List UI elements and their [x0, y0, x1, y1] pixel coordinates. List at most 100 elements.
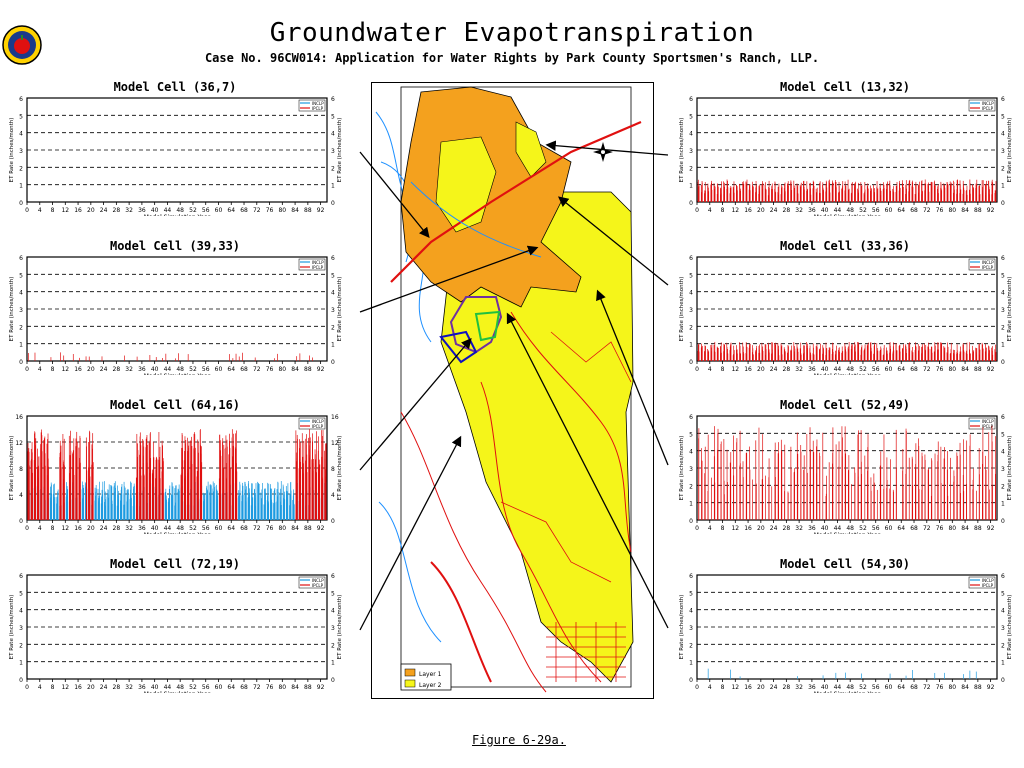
y-tick-label-right: 4 — [331, 290, 335, 297]
y-axis-label: ET Rate (inches/month) — [9, 436, 15, 501]
x-tick-label: 24 — [770, 366, 778, 373]
x-tick-label: 44 — [834, 366, 842, 373]
y-tick-label-right: 2 — [1001, 642, 1005, 649]
x-tick-label: 68 — [910, 207, 918, 214]
y-tick-label: 3 — [19, 625, 23, 632]
y-axis-label: ET Rate (inches/month) — [9, 595, 15, 660]
x-tick-label: 84 — [961, 207, 969, 214]
legend-label: IPCLP — [982, 424, 994, 429]
x-tick-label: 52 — [189, 366, 197, 373]
x-tick-label: 12 — [61, 684, 69, 691]
y-tick-label-right: 4 — [331, 131, 335, 138]
chart-title: Model Cell (13,32) — [779, 80, 911, 94]
x-tick-label: 56 — [872, 525, 880, 532]
x-tick-label: 16 — [74, 684, 82, 691]
study-area-map: Layer 1 Layer 2 — [370, 81, 655, 700]
y-tick-label: 2 — [689, 642, 693, 649]
chart-panel-8: Model Cell (54,30) 0 0 1 1 2 2 3 3 4 4 5 5 6 6 0 4 8 12 16… — [675, 557, 1015, 693]
y-axis-label-right: ET Rate (inches/month) — [1007, 118, 1013, 183]
chart-title: Model Cell (54,30) — [779, 557, 911, 571]
y-tick-label-right: 1 — [331, 342, 335, 349]
et-chart: 0 01 12 23 34 45 56 60 4 8 12 16 20 24 28 32 36 40 44 48 52 5… — [9, 573, 343, 693]
x-tick-label: 36 — [138, 684, 146, 691]
y-tick-label-right: 4 — [331, 608, 335, 615]
x-tick-label: 24 — [100, 207, 108, 214]
x-tick-label: 68 — [240, 684, 248, 691]
y-tick-label: 6 — [19, 96, 23, 103]
y-tick-label-right: 3 — [331, 307, 335, 314]
x-tick-label: 56 — [872, 366, 880, 373]
figure-caption: Figure 6-29a. — [472, 733, 566, 747]
x-tick-label: 92 — [987, 525, 995, 532]
y-tick-label: 2 — [19, 165, 23, 172]
x-tick-label: 80 — [278, 207, 286, 214]
x-tick-label: 12 — [61, 525, 69, 532]
et-chart: 0 01 12 23 34 45 56 60 4 8 12 16 20 24 28 32 36 40 44 48 52 5… — [679, 96, 1013, 216]
y-tick-label: 0 — [689, 200, 693, 207]
x-tick-label: 64 — [227, 525, 235, 532]
y-tick-label: 5 — [19, 590, 23, 597]
legend-label: INCLP — [312, 260, 324, 265]
map-legend-label: Layer 2 — [419, 682, 442, 689]
x-tick-label: 44 — [834, 207, 842, 214]
y-tick-label: 5 — [19, 113, 23, 120]
y-tick-label: 5 — [19, 272, 23, 279]
x-tick-label: 4 — [38, 207, 42, 214]
y-axis-label: ET Rate (inches/month) — [679, 595, 685, 660]
x-tick-label: 76 — [266, 525, 274, 532]
y-tick-label-right: 6 — [331, 96, 335, 103]
x-tick-label: 72 — [253, 207, 261, 214]
x-tick-label: 72 — [253, 525, 261, 532]
y-tick-label-right: 4 — [1001, 449, 1005, 456]
x-tick-label: 84 — [961, 684, 969, 691]
y-axis-label-right: ET Rate (inches/month) — [337, 595, 343, 660]
et-chart: 0 01 12 23 34 45 56 60 4 8 12 16 20 24 28 32 36 40 44 48 52 5… — [9, 96, 343, 216]
x-tick-label: 40 — [151, 366, 159, 373]
x-tick-label: 0 — [25, 684, 29, 691]
y-tick-label: 6 — [19, 255, 23, 262]
x-tick-label: 64 — [227, 366, 235, 373]
y-tick-label: 0 — [689, 677, 693, 684]
x-tick-label: 32 — [795, 207, 803, 214]
y-tick-label-right: 1 — [1001, 660, 1005, 667]
x-tick-label: 72 — [923, 525, 931, 532]
x-tick-label: 0 — [25, 366, 29, 373]
y-tick-label-right: 6 — [331, 573, 335, 580]
chart-panel-2: Model Cell (13,32) 0 0 1 1 2 2 3 3 4 4 5 5 6 6 0 4 8 12 16… — [675, 80, 1015, 216]
x-tick-label: 4 — [38, 684, 42, 691]
x-tick-label: 24 — [770, 525, 778, 532]
x-tick-label: 48 — [846, 525, 854, 532]
x-tick-label: 40 — [821, 684, 829, 691]
legend-label: IPCLP — [982, 106, 994, 111]
x-tick-label: 56 — [202, 684, 210, 691]
x-tick-label: 32 — [125, 366, 133, 373]
x-tick-label: 4 — [38, 525, 42, 532]
x-tick-label: 48 — [176, 207, 184, 214]
et-chart: 0 01 12 23 34 45 56 60 4 8 12 16 20 24 28 32 36 40 44 48 52 5… — [679, 573, 1013, 693]
x-tick-label: 88 — [304, 366, 312, 373]
legend-label: IPCLP — [312, 106, 324, 111]
layer2-region — [440, 191, 634, 683]
x-tick-label: 12 — [731, 684, 739, 691]
x-tick-label: 56 — [202, 366, 210, 373]
y-tick-label: 2 — [19, 324, 23, 331]
y-tick-label-right: 6 — [1001, 96, 1005, 103]
x-tick-label: 56 — [202, 525, 210, 532]
x-tick-label: 60 — [885, 366, 893, 373]
y-tick-label: 3 — [19, 307, 23, 314]
y-tick-label-right: 4 — [331, 492, 335, 499]
x-tick-label: 4 — [708, 525, 712, 532]
y-tick-label: 1 — [689, 342, 693, 349]
x-tick-label: 20 — [757, 525, 765, 532]
legend-label: IPCLP — [312, 583, 324, 588]
y-tick-label-right: 2 — [1001, 483, 1005, 490]
x-tick-label: 36 — [138, 207, 146, 214]
y-tick-label: 4 — [19, 290, 23, 297]
et-chart: 0 01 12 23 34 45 56 60 4 8 12 16 20 24 28 32 36 40 44 48 52 5… — [679, 414, 1013, 534]
x-axis-label: Model Simulation Year — [814, 214, 881, 216]
legend-label: INCLP — [982, 419, 994, 424]
x-tick-label: 24 — [770, 207, 778, 214]
y-tick-label-right: 3 — [1001, 307, 1005, 314]
